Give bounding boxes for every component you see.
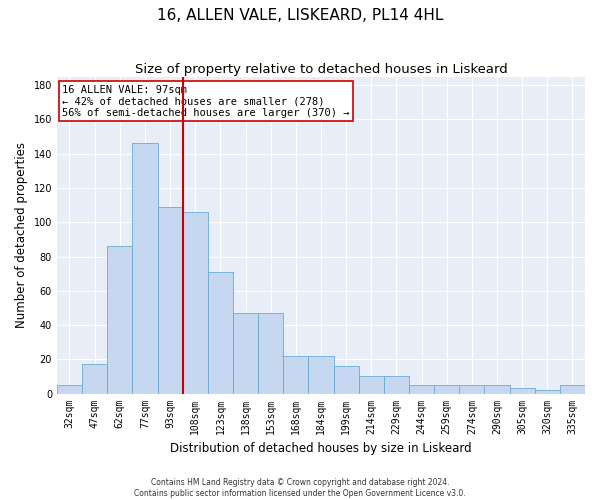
Bar <box>409 385 434 394</box>
Bar <box>359 376 384 394</box>
Bar <box>484 385 509 394</box>
Bar <box>133 144 158 394</box>
Title: Size of property relative to detached houses in Liskeard: Size of property relative to detached ho… <box>134 62 508 76</box>
Bar <box>258 313 283 394</box>
Bar <box>384 376 409 394</box>
Bar <box>158 207 182 394</box>
Bar <box>57 385 82 394</box>
Y-axis label: Number of detached properties: Number of detached properties <box>15 142 28 328</box>
Bar <box>560 385 585 394</box>
Text: 16 ALLEN VALE: 97sqm
← 42% of detached houses are smaller (278)
56% of semi-deta: 16 ALLEN VALE: 97sqm ← 42% of detached h… <box>62 84 350 118</box>
X-axis label: Distribution of detached houses by size in Liskeard: Distribution of detached houses by size … <box>170 442 472 455</box>
Bar <box>308 356 334 394</box>
Bar <box>459 385 484 394</box>
Bar <box>208 272 233 394</box>
Bar <box>334 366 359 394</box>
Bar <box>107 246 133 394</box>
Bar <box>182 212 208 394</box>
Bar <box>434 385 459 394</box>
Bar <box>535 390 560 394</box>
Bar <box>509 388 535 394</box>
Text: 16, ALLEN VALE, LISKEARD, PL14 4HL: 16, ALLEN VALE, LISKEARD, PL14 4HL <box>157 8 443 22</box>
Text: Contains HM Land Registry data © Crown copyright and database right 2024.
Contai: Contains HM Land Registry data © Crown c… <box>134 478 466 498</box>
Bar <box>82 364 107 394</box>
Bar <box>233 313 258 394</box>
Bar <box>283 356 308 394</box>
